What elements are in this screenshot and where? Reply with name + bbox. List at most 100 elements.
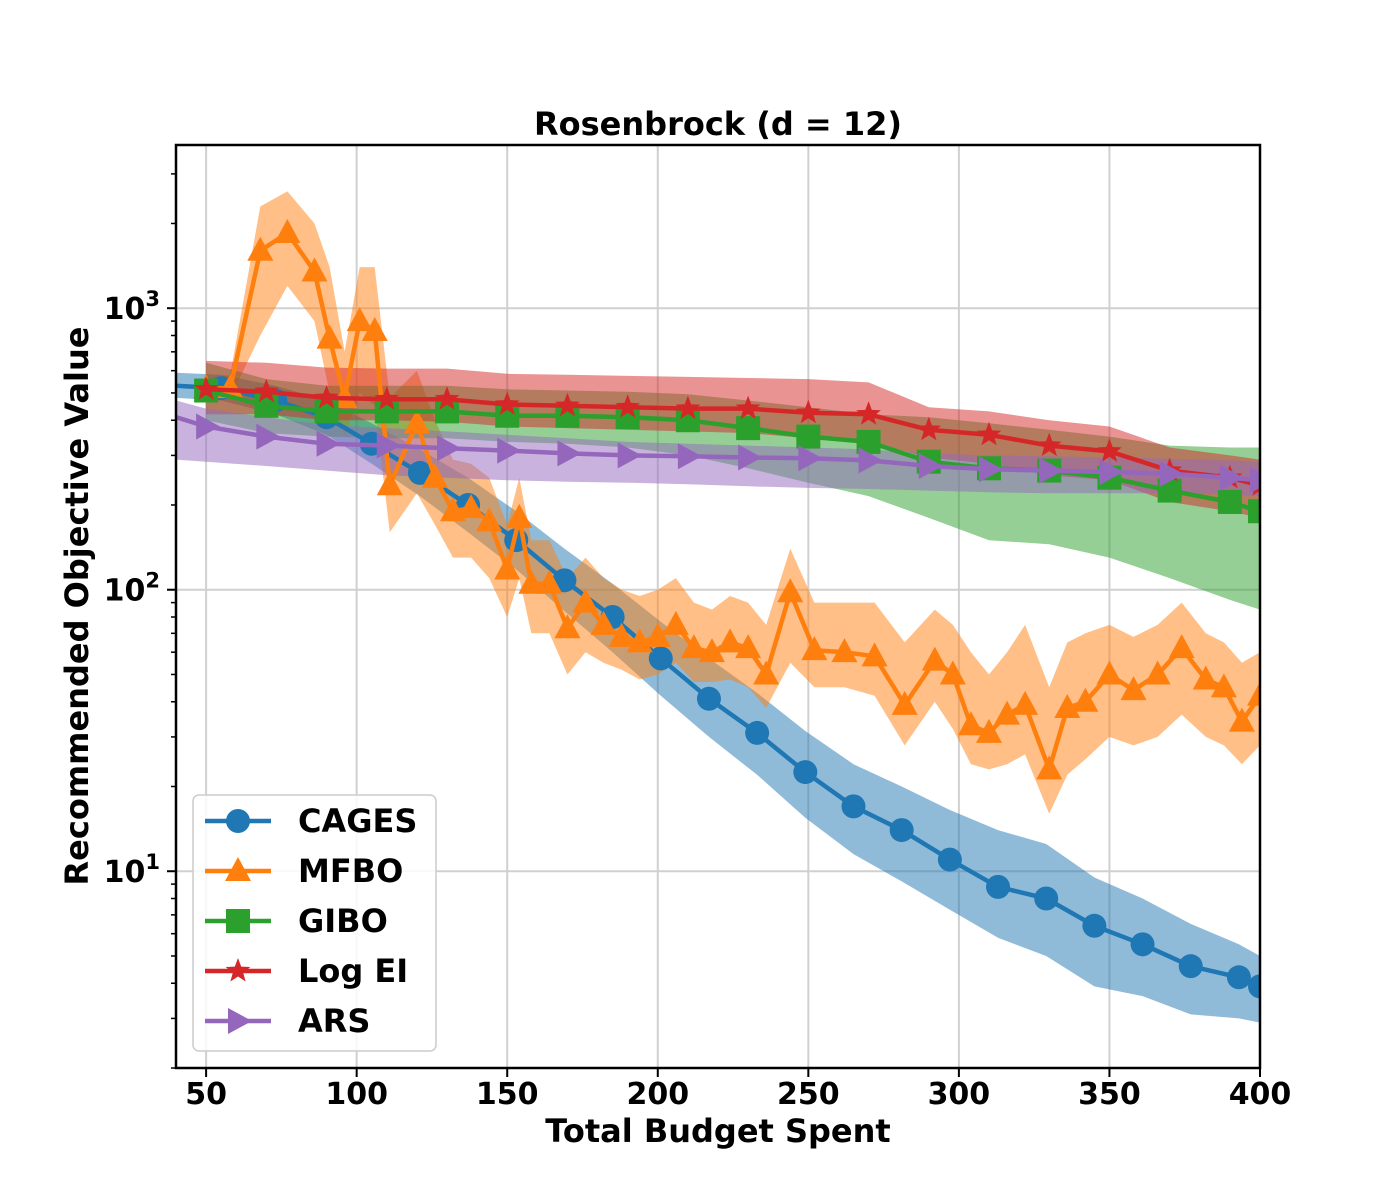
x-tick-label: 100 bbox=[325, 1077, 388, 1112]
point-log-ei bbox=[193, 376, 219, 400]
point-mfbo bbox=[662, 610, 689, 635]
point-mfbo bbox=[536, 569, 563, 594]
point-ars bbox=[1099, 458, 1124, 485]
point-cages bbox=[407, 460, 432, 485]
point-mfbo bbox=[1247, 681, 1260, 706]
point-log-ei bbox=[494, 391, 520, 415]
point-mfbo bbox=[608, 622, 635, 647]
legend-marker-gibo bbox=[226, 909, 250, 933]
point-cages bbox=[1178, 954, 1203, 979]
point-mfbo bbox=[1168, 634, 1195, 659]
point-log-ei bbox=[675, 395, 701, 420]
point-mfbo bbox=[1120, 676, 1147, 701]
point-log-ei bbox=[254, 378, 279, 403]
point-log-ei bbox=[916, 416, 942, 441]
point-cages bbox=[552, 568, 577, 593]
point-ars bbox=[196, 413, 221, 440]
point-cages bbox=[841, 794, 866, 819]
point-mfbo bbox=[644, 622, 671, 647]
point-mfbo bbox=[421, 463, 448, 488]
plot-frame bbox=[174, 143, 1262, 1070]
x-tick-label: 200 bbox=[626, 1077, 689, 1112]
point-mfbo bbox=[376, 471, 403, 496]
point-mfbo bbox=[717, 628, 744, 653]
point-mfbo bbox=[361, 316, 388, 341]
point-mfbo bbox=[403, 409, 430, 434]
x-tick-label: 50 bbox=[185, 1077, 227, 1112]
chart-title: Rosenbrock (d = 12) bbox=[534, 105, 902, 143]
point-mfbo bbox=[891, 690, 918, 715]
point-log-ei bbox=[856, 401, 881, 425]
point-ars bbox=[437, 435, 461, 462]
point-mfbo bbox=[301, 257, 328, 282]
point-mfbo bbox=[494, 555, 521, 580]
x-tick-label: 150 bbox=[476, 1077, 539, 1112]
x-tick-label: 300 bbox=[928, 1077, 991, 1112]
legend-label-gibo: GIBO bbox=[298, 902, 388, 940]
point-mfbo bbox=[698, 638, 725, 663]
point-log-ei bbox=[314, 384, 339, 409]
point-mfbo bbox=[1192, 665, 1219, 690]
point-ars bbox=[677, 443, 702, 470]
point-log-ei bbox=[374, 386, 400, 410]
point-mfbo bbox=[777, 578, 804, 603]
point-ars bbox=[316, 430, 341, 457]
point-mfbo bbox=[247, 236, 274, 261]
point-mfbo bbox=[1096, 660, 1123, 685]
point-cages bbox=[1082, 913, 1107, 938]
point-mfbo bbox=[1072, 687, 1099, 712]
point-cages bbox=[745, 720, 770, 745]
point-ars bbox=[256, 423, 281, 450]
point-log-ei bbox=[976, 421, 1002, 446]
legend-marker-ars bbox=[228, 1008, 252, 1034]
point-mfbo bbox=[476, 507, 503, 532]
legend-box bbox=[192, 794, 437, 1052]
point-gibo bbox=[1217, 489, 1242, 514]
point-mfbo bbox=[1036, 755, 1063, 780]
series-lines bbox=[176, 219, 1260, 999]
point-mfbo bbox=[1012, 690, 1039, 715]
point-ars bbox=[376, 432, 401, 459]
legend-marker-mfbo bbox=[225, 857, 251, 881]
point-cages bbox=[1034, 886, 1059, 911]
point-mfbo bbox=[957, 711, 984, 736]
legend: CAGES MFBO GIBO Log EI ARS bbox=[192, 794, 437, 1052]
point-mfbo bbox=[316, 324, 343, 349]
point-cages bbox=[648, 646, 673, 671]
legend-marker-log-ei bbox=[225, 958, 251, 982]
point-mfbo bbox=[346, 307, 373, 332]
y-tick-label: 101 bbox=[104, 850, 160, 890]
point-mfbo bbox=[1228, 707, 1255, 732]
point-cages bbox=[696, 686, 721, 711]
point-mfbo bbox=[921, 646, 948, 671]
point-cages bbox=[986, 874, 1011, 899]
point-ars bbox=[918, 453, 943, 480]
point-log-ei bbox=[555, 392, 580, 417]
point-mfbo bbox=[735, 634, 762, 659]
point-cages bbox=[1248, 974, 1260, 999]
point-mfbo bbox=[458, 494, 485, 519]
point-log-ei bbox=[735, 395, 761, 420]
point-gibo bbox=[1248, 499, 1260, 524]
point-mfbo bbox=[1054, 694, 1081, 719]
point-ars bbox=[858, 447, 883, 474]
point-mfbo bbox=[590, 610, 617, 635]
point-mfbo bbox=[831, 638, 858, 663]
point-mfbo bbox=[753, 660, 780, 685]
point-mfbo bbox=[1144, 660, 1171, 685]
point-ars bbox=[1159, 460, 1184, 487]
x-tick-label: 250 bbox=[777, 1077, 840, 1112]
point-mfbo bbox=[861, 642, 888, 667]
legend-label-mfbo: MFBO bbox=[298, 852, 403, 890]
axis-ticks: 50 100 150 200 250 300 350 400 101 102 103 bbox=[104, 173, 1292, 1112]
band-mfbo bbox=[206, 191, 1260, 814]
point-cages bbox=[1130, 932, 1155, 957]
point-ars bbox=[738, 444, 763, 471]
legend-label-ars: ARS bbox=[298, 1002, 370, 1040]
point-cages bbox=[889, 818, 914, 843]
point-cages bbox=[1226, 965, 1251, 990]
point-mfbo bbox=[680, 634, 707, 659]
x-tick-label: 400 bbox=[1229, 1077, 1292, 1112]
point-mfbo bbox=[939, 660, 966, 685]
